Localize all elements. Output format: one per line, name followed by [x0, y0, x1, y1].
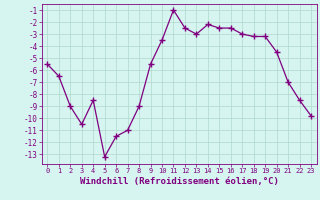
X-axis label: Windchill (Refroidissement éolien,°C): Windchill (Refroidissement éolien,°C) — [80, 177, 279, 186]
